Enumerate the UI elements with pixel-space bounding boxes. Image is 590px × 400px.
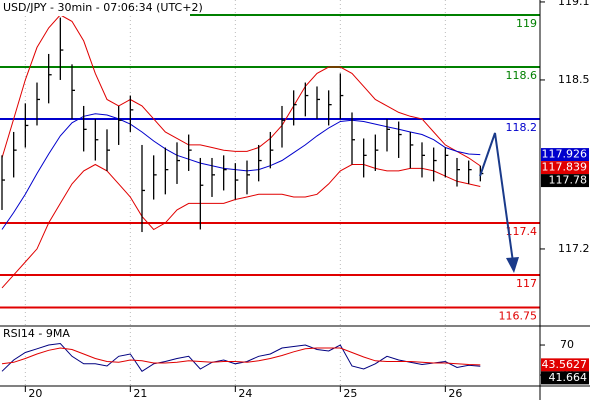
level-label: 116.75 xyxy=(499,309,538,322)
title-bg xyxy=(0,0,190,16)
x-tick-label: 20 xyxy=(28,387,42,400)
value-box-label: 117.839 xyxy=(542,161,588,174)
band-upper xyxy=(1,14,481,167)
value-box xyxy=(541,161,589,175)
x-tick-label: 21 xyxy=(133,387,147,400)
value-box xyxy=(541,148,589,162)
forecast-arrow xyxy=(479,132,514,263)
rsi-line xyxy=(1,347,481,366)
level-label: 119 xyxy=(516,17,537,30)
value-box-label: 117.78 xyxy=(549,174,588,187)
value-box-label: 43.5627 xyxy=(542,358,588,371)
forecast-arrowhead xyxy=(506,257,519,273)
value-box xyxy=(541,371,589,385)
rsi-title: RSI14 - 9MA xyxy=(3,327,70,340)
y-tick-label: 70 xyxy=(560,338,574,351)
y-tick-label: 117.2 xyxy=(558,242,590,255)
moving-average xyxy=(1,113,481,230)
value-box xyxy=(541,174,589,188)
value-box-label: 41.664 xyxy=(549,371,588,384)
level-label: 117 xyxy=(516,277,537,290)
value-box xyxy=(541,358,589,372)
plot-area xyxy=(0,0,540,386)
chart-title: USD/JPY - 30min - 07:06:34 (UTC+2) xyxy=(3,1,203,14)
y-tick-label: 119.1 xyxy=(558,0,590,8)
x-tick-label: 24 xyxy=(238,387,252,400)
level-label: 118.6 xyxy=(506,69,538,82)
y-tick-label: 118.5 xyxy=(558,73,590,86)
level-label: 118.2 xyxy=(506,121,538,134)
rsi-title-bg xyxy=(0,328,70,341)
rsi-line xyxy=(1,342,481,372)
value-box-label: 117.926 xyxy=(542,148,588,161)
x-tick-label: 25 xyxy=(343,387,357,400)
x-tick-label: 26 xyxy=(448,387,462,400)
band-lower xyxy=(1,163,481,289)
level-label: 117.4 xyxy=(506,225,538,238)
